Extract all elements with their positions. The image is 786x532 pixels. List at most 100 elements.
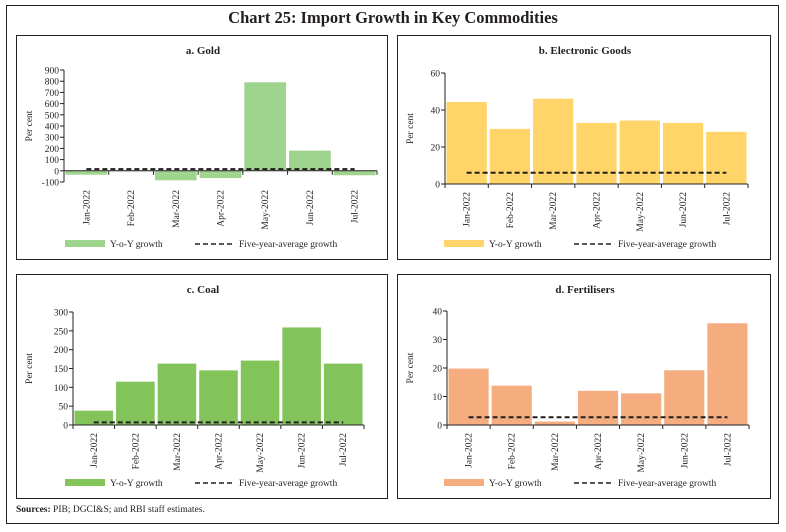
y-axis-label: Per cent bbox=[406, 352, 416, 383]
bar-mar-2022 bbox=[154, 170, 197, 181]
panel-electronic-goods: b. Electronic Goods Per cent 0 20 40 60 Jan-20… bbox=[397, 35, 771, 260]
x-tick-label: Jan-2022 bbox=[90, 433, 100, 468]
bar-feb-2022 bbox=[489, 128, 531, 184]
bar-jul-2022 bbox=[333, 170, 376, 176]
y-tick-label: 60 bbox=[431, 70, 441, 80]
bar-jan-2022 bbox=[446, 102, 487, 184]
y-tick-label: 400 bbox=[45, 123, 60, 133]
x-tick-label: Mar-2022 bbox=[549, 192, 559, 230]
y-tick-label: 10 bbox=[433, 393, 443, 403]
bar-mar-2022 bbox=[534, 421, 575, 425]
y-tick-label: 900 bbox=[45, 67, 60, 77]
legend-label-yoy: Y-o-Y growth bbox=[489, 240, 542, 250]
y-tick-label: 100 bbox=[54, 384, 69, 394]
panel-gold: a. Gold Per cent -100 0 100 200 300 400 500 600 70… bbox=[16, 35, 388, 260]
bar-may-2022 bbox=[244, 82, 287, 171]
panel-title: c. Coal bbox=[187, 284, 219, 296]
x-tick-label: Apr-2022 bbox=[594, 433, 604, 470]
x-tick-label: May-2022 bbox=[256, 433, 266, 473]
bar-apr-2022 bbox=[199, 170, 242, 179]
y-tick-label: 200 bbox=[45, 145, 60, 155]
bar-jul-2022 bbox=[707, 323, 748, 425]
bar-may-2022 bbox=[619, 120, 660, 184]
y-tick-label: 150 bbox=[54, 365, 69, 375]
x-tick-label: Apr-2022 bbox=[217, 190, 227, 227]
bar-may-2022 bbox=[621, 393, 662, 425]
y-tick-label: 0 bbox=[54, 167, 59, 177]
sources-label: Sources: bbox=[16, 505, 51, 515]
y-tick-label: 500 bbox=[45, 111, 60, 121]
x-tick-label: Feb-2022 bbox=[508, 433, 518, 470]
x-tick-label: Mar-2022 bbox=[172, 190, 182, 228]
sources-note: Sources: PIB; DGCI&S; and RBI staff esti… bbox=[16, 505, 205, 515]
bar-jul-2022 bbox=[323, 363, 363, 425]
x-tick-label: May-2022 bbox=[637, 433, 647, 473]
x-tick-label: Jan-2022 bbox=[463, 192, 473, 227]
legend-label-yoy: Y-o-Y growth bbox=[489, 479, 542, 489]
x-tick-label: Jul-2022 bbox=[351, 190, 361, 224]
x-tick-label: Jul-2022 bbox=[339, 433, 349, 467]
y-tick-label: 0 bbox=[435, 181, 440, 191]
bar-mar-2022 bbox=[157, 363, 197, 425]
legend-swatch-yoy bbox=[444, 479, 484, 486]
legend-swatch-yoy bbox=[444, 240, 484, 247]
y-tick-label: 300 bbox=[45, 134, 60, 144]
electronic-goods-chart-svg: b. Electronic Goods Per cent 0 20 40 60 Jan-20… bbox=[406, 45, 749, 250]
x-tick-label: Jun-2022 bbox=[680, 433, 690, 469]
legend-label-yoy: Y-o-Y growth bbox=[110, 479, 163, 489]
bar-mar-2022 bbox=[533, 98, 574, 184]
bar-apr-2022 bbox=[576, 122, 617, 184]
figure-frame bbox=[6, 5, 779, 524]
x-tick-label: Mar-2022 bbox=[173, 433, 183, 471]
coal-chart-svg: c. Coal Per cent 0 50 100 150 200 250 300 Jan-202… bbox=[25, 284, 365, 489]
sources-text: PIB; DGCI&S; and RBI staff estimates. bbox=[50, 505, 205, 515]
bar-feb-2022 bbox=[491, 385, 532, 425]
y-tick-label: 200 bbox=[54, 346, 69, 356]
bar-jun-2022 bbox=[662, 122, 704, 184]
legend-swatch-yoy bbox=[65, 240, 105, 247]
x-tick-label: Feb-2022 bbox=[127, 190, 137, 227]
x-tick-label: Jan-2022 bbox=[465, 433, 475, 468]
panel-title: d. Fertilisers bbox=[555, 284, 615, 296]
x-tick-label: Feb-2022 bbox=[131, 433, 141, 470]
bar-apr-2022 bbox=[199, 370, 238, 425]
y-tick-label: 40 bbox=[433, 308, 443, 318]
x-tick-label: Feb-2022 bbox=[506, 192, 516, 229]
legend-label-average: Five-year-average growth bbox=[618, 240, 716, 250]
y-tick-label: 20 bbox=[433, 365, 443, 375]
y-tick-label: 800 bbox=[45, 78, 60, 88]
x-tick-label: Apr-2022 bbox=[215, 433, 225, 470]
y-axis-label: Per cent bbox=[25, 110, 35, 141]
legend-label-average: Five-year-average growth bbox=[618, 479, 716, 489]
bar-apr-2022 bbox=[577, 390, 619, 425]
y-tick-label: 250 bbox=[54, 327, 69, 337]
panel-fertilisers: d. Fertilisers Per cent 0 10 20 30 40 Jan-2022 F… bbox=[397, 274, 771, 499]
bar-jan-2022 bbox=[448, 368, 489, 425]
y-axis-label: Per cent bbox=[406, 113, 416, 144]
x-tick-label: Mar-2022 bbox=[551, 433, 561, 471]
x-tick-label: Jun-2022 bbox=[679, 192, 689, 228]
x-tick-label: Jun-2022 bbox=[298, 433, 308, 469]
x-tick-label: Jul-2022 bbox=[722, 192, 732, 226]
x-tick-label: Apr-2022 bbox=[593, 192, 603, 229]
legend-swatch-yoy bbox=[65, 479, 105, 486]
y-tick-label: 700 bbox=[45, 89, 60, 99]
x-tick-label: May-2022 bbox=[636, 192, 646, 232]
y-tick-label: 600 bbox=[45, 100, 60, 110]
bar-may-2022 bbox=[240, 360, 280, 425]
fertilisers-chart-svg: d. Fertilisers Per cent 0 10 20 30 40 Jan-2022 F… bbox=[406, 284, 750, 489]
panel-coal: c. Coal Per cent 0 50 100 150 200 250 300 Jan-202… bbox=[16, 274, 388, 499]
panel-title: b. Electronic Goods bbox=[539, 45, 632, 57]
figure-title: Chart 25: Import Growth in Key Commoditi… bbox=[228, 8, 558, 27]
x-tick-label: Jul-2022 bbox=[723, 433, 733, 467]
bar-jun-2022 bbox=[664, 370, 705, 425]
bar-jun-2022 bbox=[289, 150, 331, 171]
legend-label-average: Five-year-average growth bbox=[239, 240, 337, 250]
y-tick-label: 100 bbox=[45, 156, 60, 166]
y-tick-label: 30 bbox=[433, 336, 443, 346]
bar-feb-2022 bbox=[116, 381, 155, 425]
bar-jul-2022 bbox=[706, 131, 747, 184]
y-tick-label: 20 bbox=[431, 144, 441, 154]
legend-label-average: Five-year-average growth bbox=[239, 479, 337, 489]
